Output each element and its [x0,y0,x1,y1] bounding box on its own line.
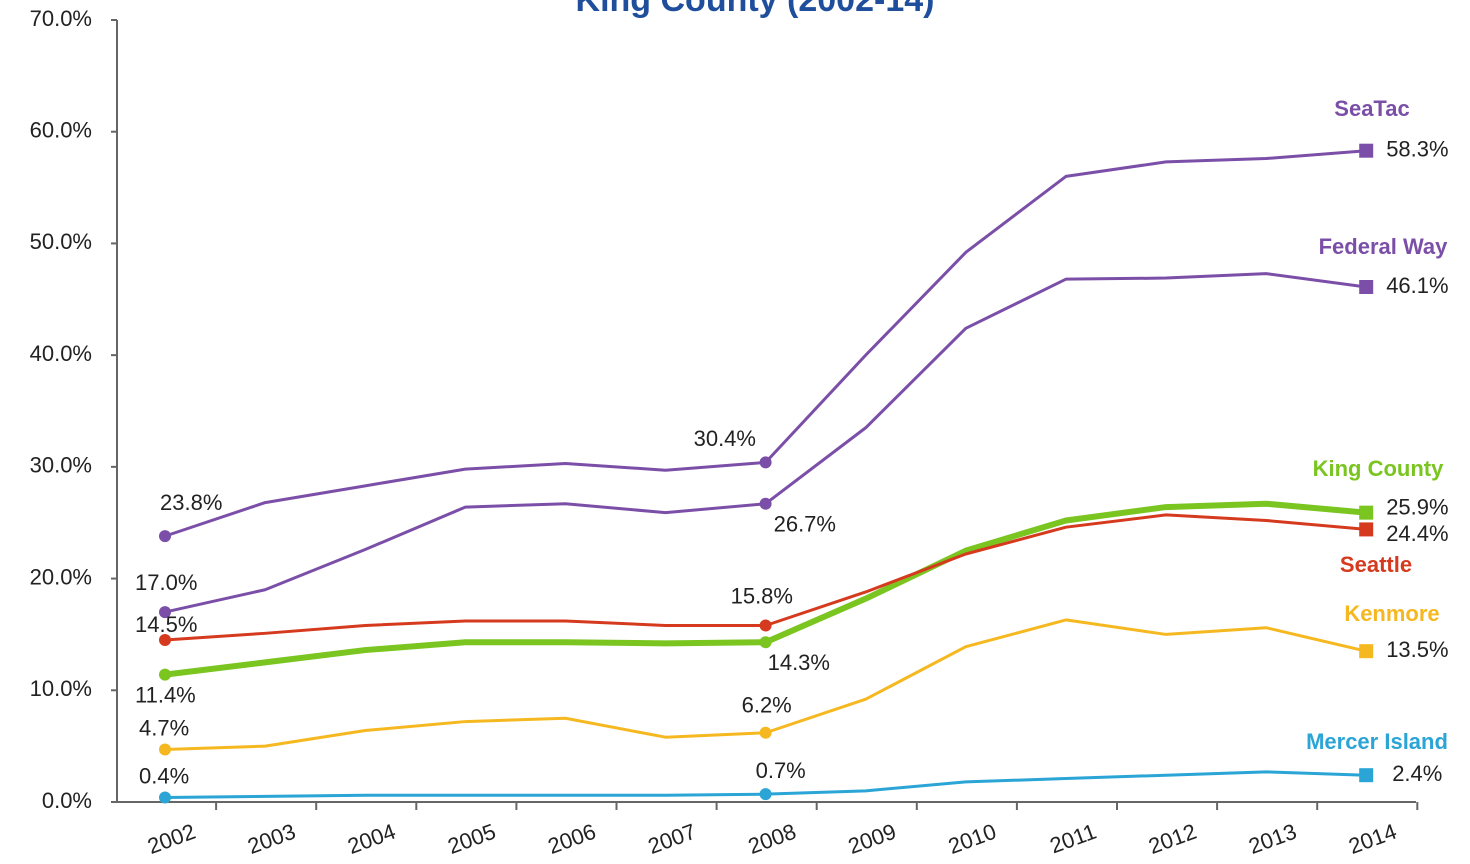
marker [759,619,772,632]
marker [1359,768,1374,783]
x-tick-label: 2011 [1047,819,1100,859]
marker [759,788,772,801]
series-name: King County [1313,456,1445,481]
y-tick-label: 40.0% [30,341,92,366]
y-tick-label: 50.0% [30,229,92,254]
marker [1359,505,1374,520]
series-name: Kenmore [1344,601,1439,626]
data-label: 23.8% [160,490,222,515]
data-label: 0.7% [756,758,806,783]
marker [759,456,772,469]
data-label: 11.4% [135,682,196,707]
marker [759,636,772,649]
marker [159,530,171,543]
data-label: 25.9% [1386,494,1448,519]
marker [159,791,171,804]
marker [759,497,772,510]
data-label: 13.5% [1386,637,1448,662]
x-tick-label: 2013 [1245,819,1300,859]
y-tick-label: 20.0% [30,564,92,589]
marker [1359,143,1374,158]
x-tick-label: 2008 [745,819,800,859]
x-tick-label: 2012 [1145,819,1200,859]
data-label: 58.3% [1386,137,1448,162]
x-tick-label: 2004 [344,819,399,859]
chart-title: King County (2002-14) [576,0,935,19]
series-name: Seattle [1340,552,1412,577]
data-label: 0.4% [139,763,189,788]
marker [159,606,171,619]
marker [159,668,171,681]
data-label: 4.7% [139,715,189,740]
marker [1359,644,1374,659]
y-tick-label: 30.0% [30,453,92,478]
x-tick-label: 2009 [845,819,900,859]
data-label: 26.7% [774,512,836,537]
marker [1359,279,1374,294]
series-name: Federal Way [1319,234,1449,259]
data-label: 14.5% [135,612,197,637]
series-name: Mercer Island [1306,729,1448,754]
data-label: 24.4% [1386,521,1448,546]
marker [159,634,171,647]
data-label: 30.4% [694,426,756,451]
x-tick-label: 2002 [144,819,199,859]
data-label: 6.2% [742,693,792,718]
series-line [164,272,1367,614]
marker [1359,522,1374,537]
y-tick-label: 0.0% [42,788,92,813]
x-tick-label: 2006 [545,819,600,859]
marker [159,743,171,756]
marker [759,726,772,739]
series-name: SeaTac [1334,96,1409,121]
y-tick-label: 10.0% [30,676,92,701]
x-tick-label: 2010 [945,819,1000,859]
series-line [164,149,1367,538]
data-label: 15.8% [731,583,793,608]
x-tick-label: 2005 [444,819,499,859]
x-tick-label: 2014 [1345,819,1400,859]
x-tick-label: 2007 [645,819,700,859]
data-label: 17.0% [135,570,197,595]
y-tick-label: 60.0% [30,118,92,143]
data-label: 14.3% [768,650,830,675]
data-label: 2.4% [1392,761,1442,786]
x-tick-label: 2003 [244,819,299,859]
y-tick-label: 70.0% [30,6,92,31]
data-label: 46.1% [1386,273,1448,298]
